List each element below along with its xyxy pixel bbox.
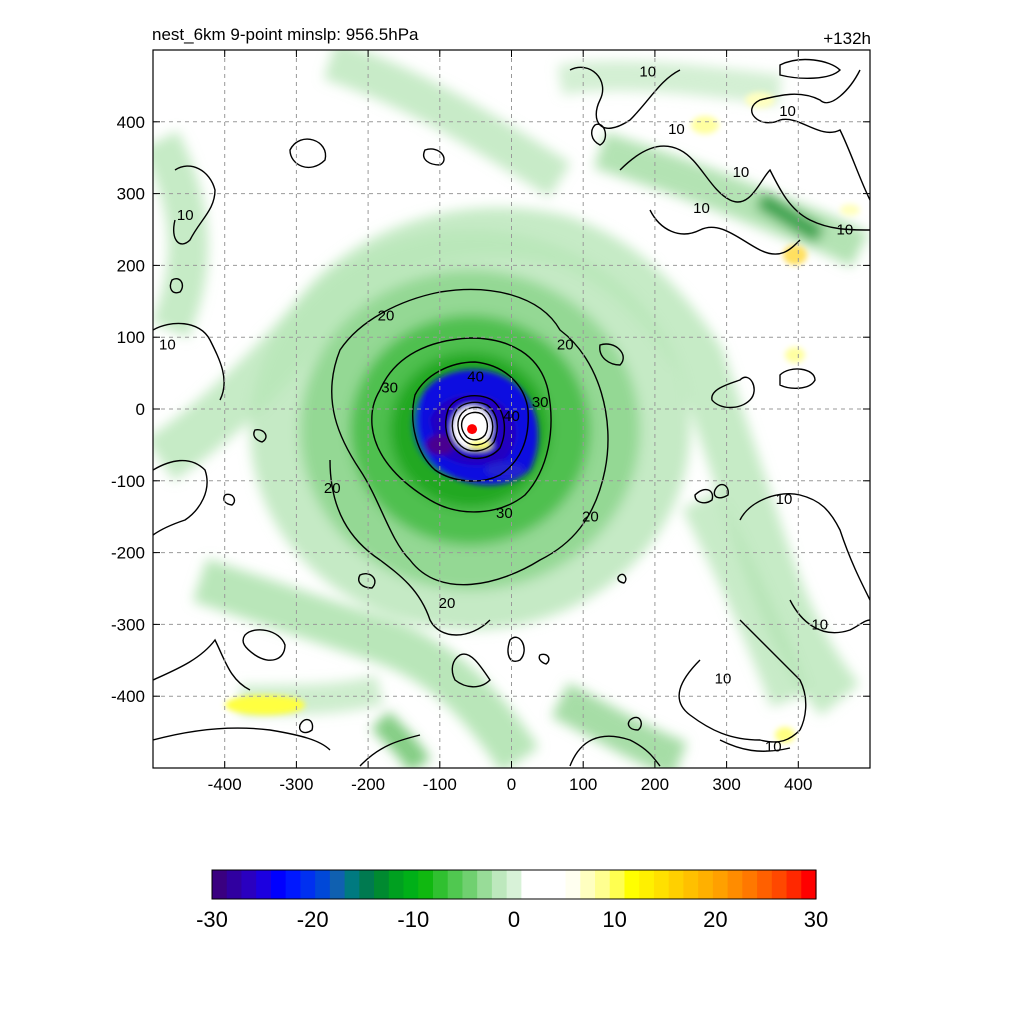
colorbar-swatch (757, 870, 773, 899)
colorbar-swatch (580, 870, 596, 899)
colorbar-swatch (786, 870, 802, 899)
contour-label: 10 (765, 738, 782, 755)
storm-center-marker (467, 424, 478, 435)
colorbar (212, 870, 817, 899)
contour-label: 20 (324, 480, 341, 497)
colorbar-swatch (742, 870, 758, 899)
y-tick-label: 400 (117, 113, 145, 132)
contour-label: 20 (557, 336, 574, 353)
colorbar-tick-label: 0 (508, 907, 520, 932)
contour-label: 10 (159, 336, 176, 353)
colorbar-swatch (432, 870, 449, 899)
colorbar-swatch (698, 870, 714, 899)
colorbar-tick-label: 10 (602, 907, 626, 932)
contour-label: 30 (532, 394, 549, 411)
x-axis: -400 -300 -200 -100 0 100 200 300 400 (208, 50, 812, 794)
x-tick-label: 300 (712, 775, 740, 794)
colorbar-swatch (241, 870, 257, 899)
colorbar-swatch (506, 870, 522, 899)
y-axis: 400 300 200 100 0 -100 -200 -300 -400 (111, 113, 870, 706)
colorbar-swatch (447, 870, 464, 899)
title-right: +132h (823, 29, 871, 48)
colorbar-tick-label: 30 (804, 907, 828, 932)
colorbar-frame (211, 869, 817, 900)
colorbar-swatch (226, 870, 243, 899)
contour-label: 10 (811, 616, 828, 633)
colorbar-swatch (374, 870, 390, 899)
colorbar-swatch (668, 870, 685, 899)
colorbar-swatch (403, 870, 419, 899)
colorbar-tick-label: 20 (703, 907, 727, 932)
contour-label: 20 (439, 595, 456, 612)
colorbar-swatch (536, 870, 552, 899)
colorbar-tick-label: -30 (196, 907, 228, 932)
contour-label: 20 (582, 509, 599, 526)
contour-label: 10 (837, 222, 854, 239)
contour-label: 30 (496, 505, 513, 522)
title-left: nest_6km 9-point minslp: 956.5hPa (152, 25, 419, 44)
y-tick-label: 0 (136, 400, 145, 419)
colorbar-swatch (329, 870, 346, 899)
colorbar-swatch (359, 870, 375, 899)
colorbar-swatch (491, 870, 508, 899)
colorbar-swatch (315, 870, 331, 899)
colorbar-swatch (270, 870, 287, 899)
contour-label: 20 (378, 308, 395, 325)
x-tick-label: -400 (208, 775, 242, 794)
y-tick-label: -100 (111, 472, 145, 491)
colorbar-swatch (285, 870, 301, 899)
x-tick-label: -300 (279, 775, 313, 794)
contour-label: 10 (779, 103, 796, 120)
y-tick-label: 100 (117, 328, 145, 347)
colorbar-swatch (801, 870, 817, 899)
colorbar-labels: -30 -20 -10 0 10 20 30 (196, 907, 828, 932)
contour-label: 10 (177, 207, 194, 224)
colorbar-tick-label: -20 (297, 907, 329, 932)
contour-label: 10 (733, 164, 750, 181)
y-tick-label: -200 (111, 544, 145, 563)
colorbar-swatch (565, 870, 581, 899)
y-tick-label: -300 (111, 615, 145, 634)
contour-label: 30 (381, 379, 398, 396)
colorbar-swatch (344, 870, 360, 899)
x-tick-label: 0 (507, 775, 516, 794)
colorbar-swatch (683, 870, 699, 899)
x-tick-label: 100 (569, 775, 597, 794)
contour-label: 10 (776, 491, 793, 508)
colorbar-swatch (609, 870, 626, 899)
colorbar-tick-label: -10 (397, 907, 429, 932)
colorbar-swatch (212, 870, 228, 899)
colorbar-swatch (418, 870, 434, 899)
colorbar-swatch (653, 870, 670, 899)
contour-label: 40 (467, 369, 484, 386)
colorbar-swatch (477, 870, 493, 899)
x-tick-label: 400 (784, 775, 812, 794)
colorbar-swatch (462, 870, 478, 899)
contour-label: 10 (693, 200, 710, 217)
colorbar-swatch (712, 870, 729, 899)
contour-label: 40 (503, 408, 520, 425)
colorbar-swatch (727, 870, 743, 899)
y-tick-label: -400 (111, 687, 145, 706)
contour-label: 10 (668, 121, 685, 138)
colorbar-swatch (388, 870, 405, 899)
x-tick-label: -200 (351, 775, 385, 794)
colorbar-swatch (550, 870, 567, 899)
colorbar-swatch (639, 870, 655, 899)
colorbar-swatch (300, 870, 316, 899)
y-tick-label: 300 (117, 185, 145, 204)
contour-label: 10 (715, 670, 732, 687)
x-tick-label: -100 (423, 775, 457, 794)
colorbar-swatch (624, 870, 640, 899)
x-tick-label: 200 (641, 775, 669, 794)
y-tick-label: 200 (117, 256, 145, 275)
contour-label: 10 (639, 64, 656, 81)
colorbar-swatch (595, 870, 611, 899)
contour-labels: 10 10 10 10 10 10 10 10 10 10 10 10 20 20 20 20 20 30 30 30… (159, 64, 854, 756)
colorbar-swatch (771, 870, 788, 899)
colorbar-swatch (256, 870, 272, 899)
colorbar-swatch (521, 870, 537, 899)
